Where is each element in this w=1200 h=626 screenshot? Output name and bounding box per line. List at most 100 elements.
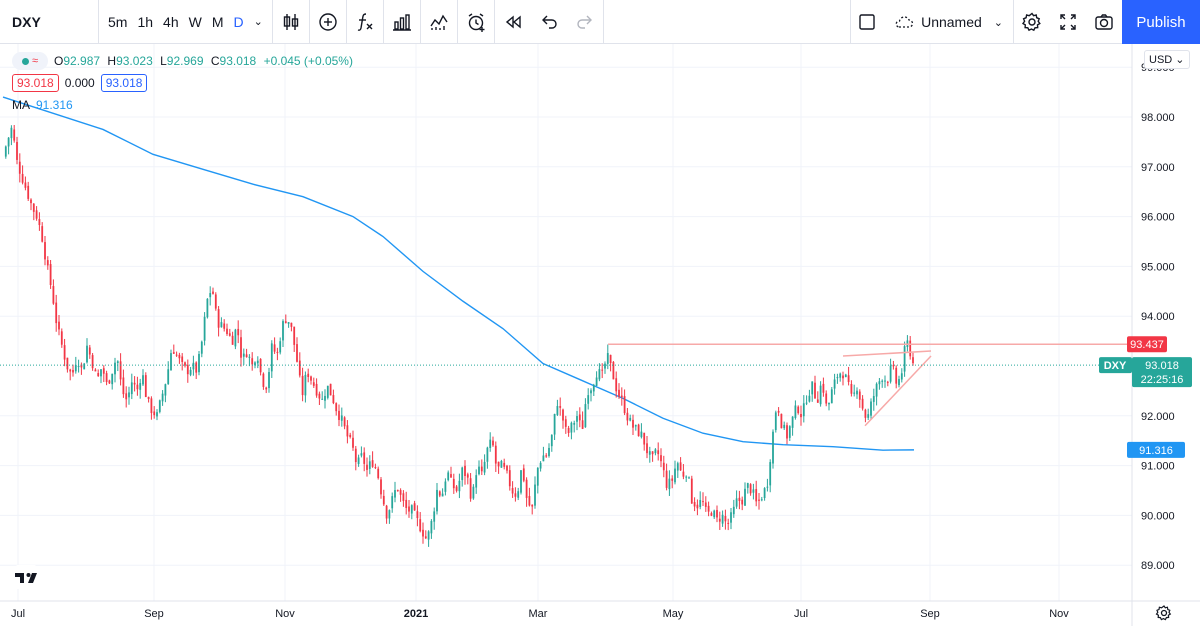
trend-line[interactable] — [864, 355, 932, 427]
currency-selector[interactable]: USD ⌄ — [1144, 50, 1190, 69]
price-axis-ticks: 99.00098.00097.00096.00095.00094.00092.0… — [1141, 62, 1175, 572]
candle — [21, 165, 24, 185]
candle — [450, 466, 452, 478]
financials-icon[interactable] — [384, 0, 420, 44]
candle — [721, 510, 724, 527]
candle — [699, 491, 702, 510]
settings-gear-icon[interactable] — [1014, 0, 1050, 44]
buy-price-box[interactable]: 93.018 — [100, 74, 148, 92]
candle — [847, 366, 850, 386]
candle — [545, 453, 548, 458]
toolbar-separator — [602, 0, 604, 44]
candle — [615, 371, 618, 398]
candle — [273, 337, 276, 354]
undo-icon[interactable] — [531, 0, 567, 44]
layout-menu-button[interactable]: Unnamed ⌄ — [883, 0, 1013, 44]
candle — [10, 125, 13, 146]
candle — [682, 464, 685, 480]
candle — [576, 410, 578, 431]
candle — [710, 511, 713, 517]
candle — [662, 455, 665, 478]
candle — [867, 408, 870, 421]
legend-toggle-pill[interactable]: ≈ — [12, 52, 48, 70]
low-value: 92.969 — [166, 54, 204, 68]
candle — [811, 381, 814, 402]
price-tick-label: 98.000 — [1141, 112, 1175, 124]
candle — [72, 364, 74, 377]
chevron-down-icon[interactable]: ⌄ — [253, 16, 263, 28]
trend-line[interactable] — [842, 350, 932, 357]
bar-countdown: 22:25:16 — [1141, 374, 1184, 386]
candle — [366, 457, 368, 477]
candle — [839, 372, 842, 382]
candle — [296, 337, 298, 363]
timeframe-1h[interactable]: 1h — [137, 13, 154, 30]
candle — [217, 306, 220, 337]
redo-icon[interactable] — [567, 0, 603, 44]
candle — [413, 500, 416, 511]
publish-button[interactable]: Publish — [1122, 0, 1200, 44]
candle — [730, 507, 732, 530]
candle — [620, 387, 623, 406]
candle — [898, 375, 900, 388]
replay-icon[interactable] — [495, 0, 531, 44]
tradingview-logo-icon[interactable] — [10, 565, 42, 589]
candle — [49, 260, 52, 289]
symbol-search-button[interactable]: DXY — [12, 13, 41, 30]
candle — [186, 359, 189, 383]
candle — [324, 389, 326, 409]
candle — [77, 359, 80, 373]
alert-clock-icon[interactable] — [458, 0, 494, 44]
ma-indicator-label: MA — [12, 98, 30, 112]
candle — [906, 335, 909, 352]
candle — [293, 326, 296, 352]
timeframe-m[interactable]: M — [211, 13, 224, 30]
fullscreen-square-icon[interactable] — [851, 0, 883, 44]
candle — [178, 352, 181, 364]
candles-icon[interactable] — [273, 0, 309, 44]
candle — [170, 349, 172, 371]
candle — [310, 375, 312, 385]
candle — [125, 386, 128, 408]
candle — [430, 519, 433, 539]
candle — [886, 380, 889, 387]
templates-icon[interactable] — [421, 0, 457, 44]
candle — [16, 136, 18, 165]
indicators-fx-icon[interactable] — [347, 0, 383, 44]
candle — [713, 509, 716, 519]
candle — [46, 256, 49, 270]
open-value: 92.987 — [63, 54, 101, 68]
axis-settings-gear-icon[interactable] — [1155, 605, 1172, 621]
candle — [668, 470, 671, 496]
candle — [486, 446, 489, 469]
fullscreen-expand-icon[interactable] — [1050, 0, 1086, 44]
candle — [248, 354, 251, 367]
candle — [556, 399, 559, 416]
ma-row[interactable]: MA 91.316 — [12, 94, 357, 116]
timeframe-d[interactable]: D — [233, 13, 244, 30]
candle — [130, 373, 133, 400]
candle — [158, 399, 161, 414]
timeframe-w[interactable]: W — [188, 13, 202, 30]
candle — [458, 473, 461, 499]
toolbar-separator — [850, 0, 852, 44]
candle — [13, 124, 16, 143]
compare-plus-icon[interactable] — [310, 0, 346, 44]
ohlc-row: ≈ O92.987 H93.023 L92.969 C93.018 +0.045… — [12, 50, 357, 72]
price-chart[interactable]: 99.00098.00097.00096.00095.00094.00092.0… — [0, 44, 1200, 626]
candle — [391, 492, 394, 513]
timeframe-5m[interactable]: 5m — [108, 13, 128, 30]
candle — [592, 383, 595, 397]
candle — [884, 375, 886, 388]
camera-snapshot-icon[interactable] — [1086, 0, 1122, 44]
candle — [368, 455, 371, 475]
candle — [35, 206, 38, 221]
candle — [822, 377, 825, 397]
candle — [570, 421, 573, 440]
timeframe-4h[interactable]: 4h — [163, 13, 179, 30]
candle — [690, 475, 693, 504]
sell-price-box[interactable]: 93.018 — [12, 74, 59, 92]
candle — [480, 459, 483, 476]
candle — [133, 376, 136, 392]
candle — [455, 485, 458, 493]
